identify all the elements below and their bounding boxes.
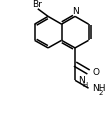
Text: H: H <box>82 81 88 87</box>
Text: Br: Br <box>32 0 42 8</box>
Text: NH: NH <box>92 83 106 92</box>
Text: N: N <box>78 75 85 84</box>
Text: N: N <box>72 7 79 16</box>
Text: 2: 2 <box>99 89 103 95</box>
Text: O: O <box>92 68 99 77</box>
